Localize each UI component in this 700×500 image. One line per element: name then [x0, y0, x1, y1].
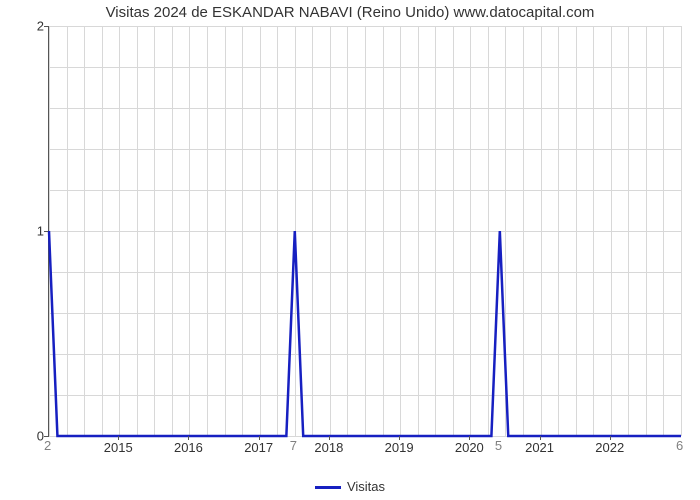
y-tick-mark — [44, 26, 48, 27]
x-tick-label: 2016 — [174, 440, 203, 455]
overlay-label: 2 — [44, 438, 51, 453]
x-tick-mark — [259, 436, 260, 440]
y-tick-mark — [44, 436, 48, 437]
x-tick-label: 2022 — [595, 440, 624, 455]
x-tick-mark — [329, 436, 330, 440]
y-tick-mark — [44, 231, 48, 232]
x-tick-label: 2020 — [455, 440, 484, 455]
x-tick-label: 2015 — [104, 440, 133, 455]
chart-title: Visitas 2024 de ESKANDAR NABAVI (Reino U… — [0, 4, 700, 21]
legend: Visitas — [0, 479, 700, 494]
x-tick-mark — [610, 436, 611, 440]
x-tick-mark — [399, 436, 400, 440]
x-tick-label: 2018 — [314, 440, 343, 455]
plot-area — [48, 26, 681, 437]
y-tick-label: 0 — [4, 429, 44, 444]
legend-label: Visitas — [347, 479, 385, 494]
series-line — [49, 26, 681, 436]
x-tick-mark — [188, 436, 189, 440]
grid-line-v — [681, 26, 682, 436]
legend-swatch — [315, 486, 341, 489]
x-tick-label: 2021 — [525, 440, 554, 455]
overlay-label: 5 — [495, 438, 502, 453]
overlay-label: 6 — [676, 438, 683, 453]
x-tick-label: 2019 — [385, 440, 414, 455]
y-tick-label: 1 — [4, 224, 44, 239]
y-tick-label: 2 — [4, 19, 44, 34]
overlay-label: 7 — [290, 438, 297, 453]
visits-chart: Visitas 2024 de ESKANDAR NABAVI (Reino U… — [0, 0, 700, 500]
x-tick-mark — [469, 436, 470, 440]
x-tick-label: 2017 — [244, 440, 273, 455]
x-tick-mark — [118, 436, 119, 440]
x-tick-mark — [540, 436, 541, 440]
